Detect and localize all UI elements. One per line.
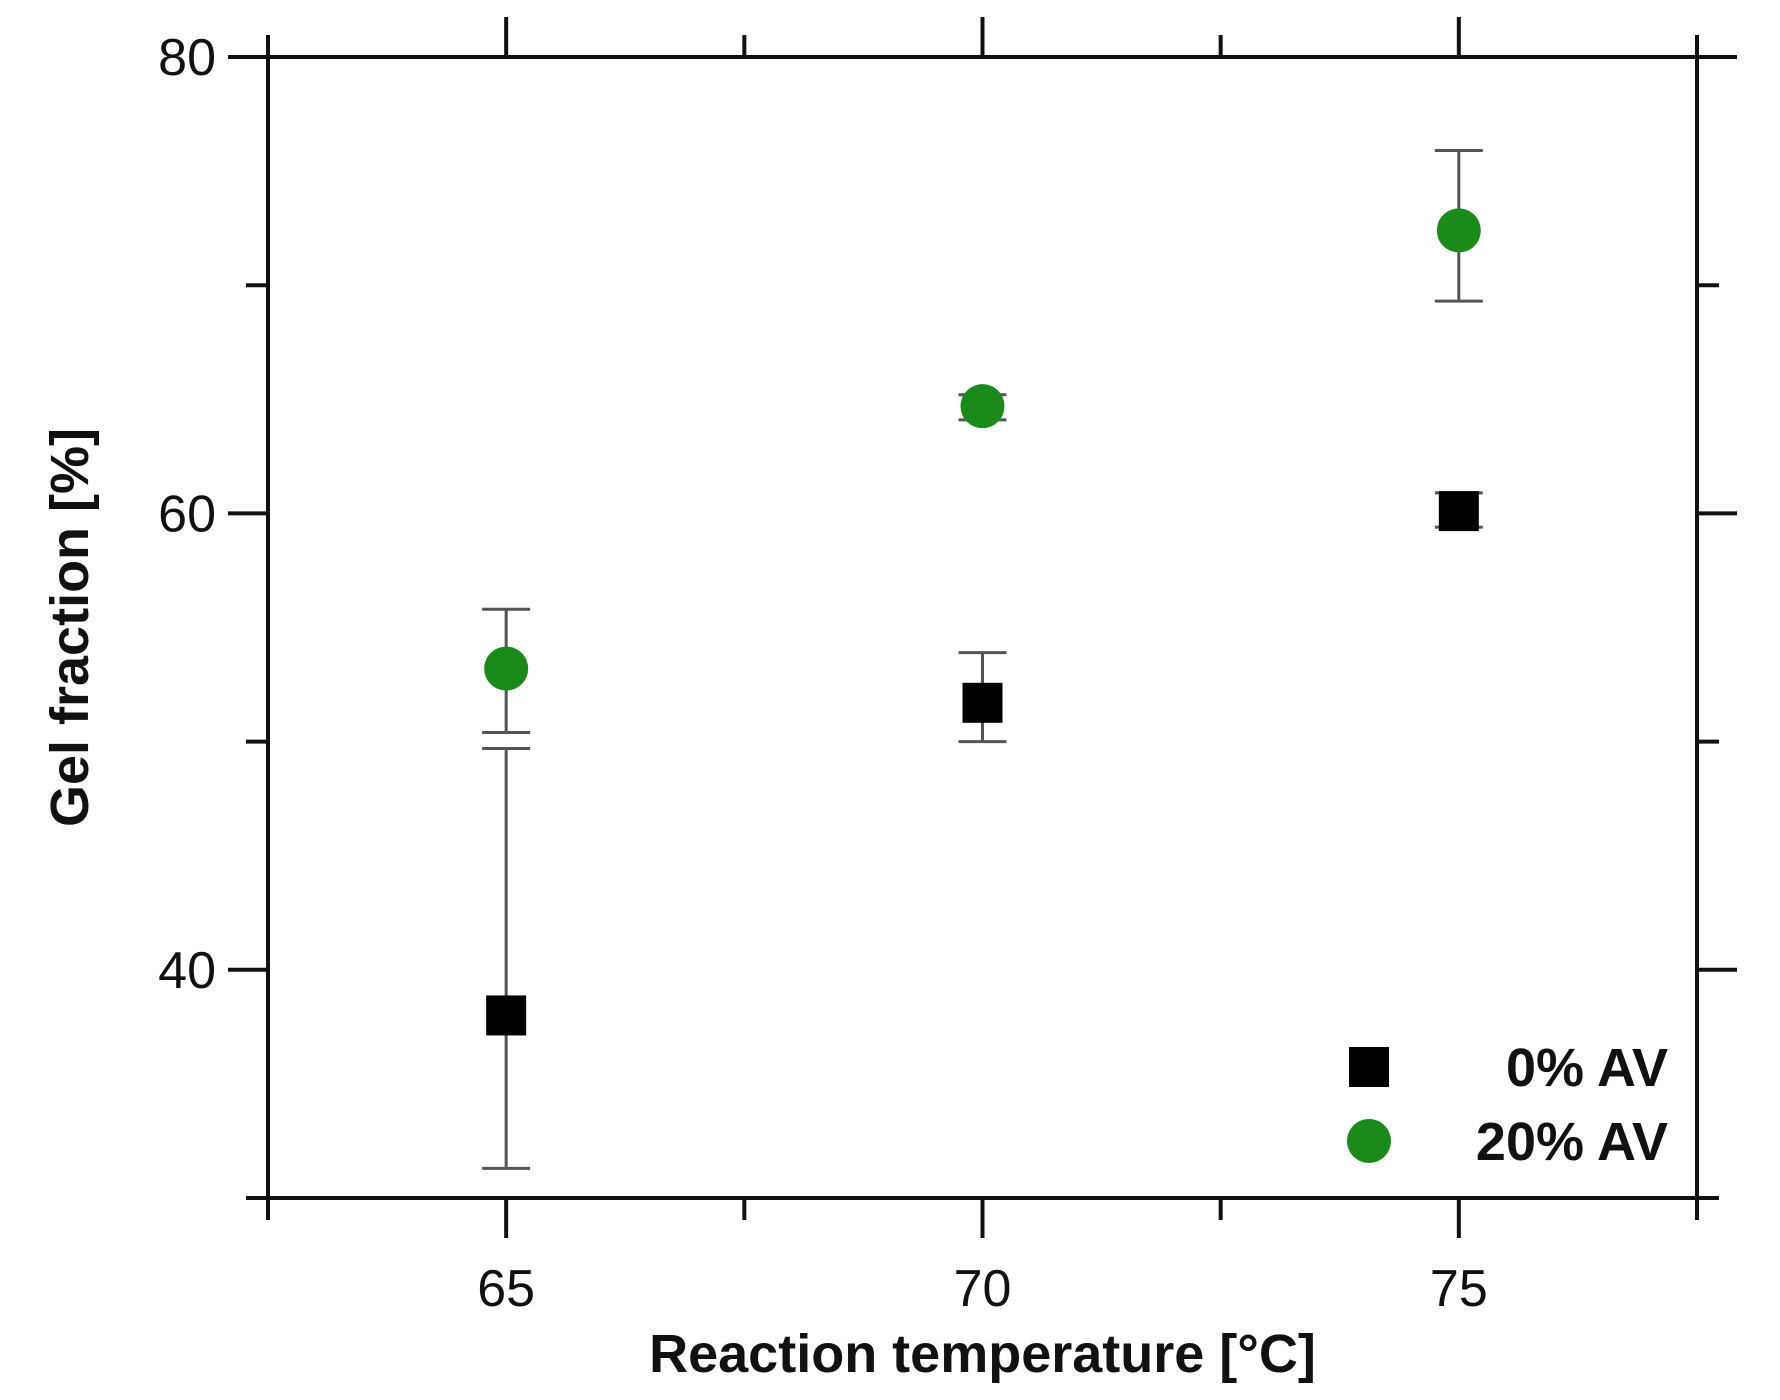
- data-point-square: [962, 682, 1003, 723]
- y-axis-title: Gel fraction [%]: [40, 428, 100, 827]
- x-tick-label: 75: [1430, 1260, 1488, 1318]
- markers-layer: [484, 208, 1481, 1036]
- data-point-square: [486, 995, 527, 1036]
- data-point-circle: [1436, 208, 1481, 253]
- plot-frame: [266, 55, 1699, 1200]
- x-tick-label: 65: [477, 1260, 535, 1318]
- x-axis-title: Reaction temperature [°C]: [649, 1324, 1316, 1384]
- data-point-square: [1438, 491, 1479, 532]
- legend-label: 0% AV: [1506, 1038, 1668, 1098]
- legend-marker-square: [1349, 1047, 1389, 1087]
- data-point-circle: [484, 646, 529, 691]
- x-tick-label: 70: [954, 1260, 1012, 1318]
- errorbars-layer: [482, 149, 1483, 1170]
- y-tick-label: 60: [158, 485, 216, 543]
- legend-label: 20% AV: [1476, 1112, 1668, 1172]
- data-point-circle: [960, 384, 1005, 429]
- y-tick-label: 80: [158, 29, 216, 87]
- legend: 0% AV 20% AV: [1347, 1038, 1668, 1172]
- ticks-layer: 65 70 75 40 60 80: [158, 17, 1737, 1318]
- y-tick-label: 40: [158, 942, 216, 1000]
- legend-marker-circle: [1347, 1119, 1391, 1163]
